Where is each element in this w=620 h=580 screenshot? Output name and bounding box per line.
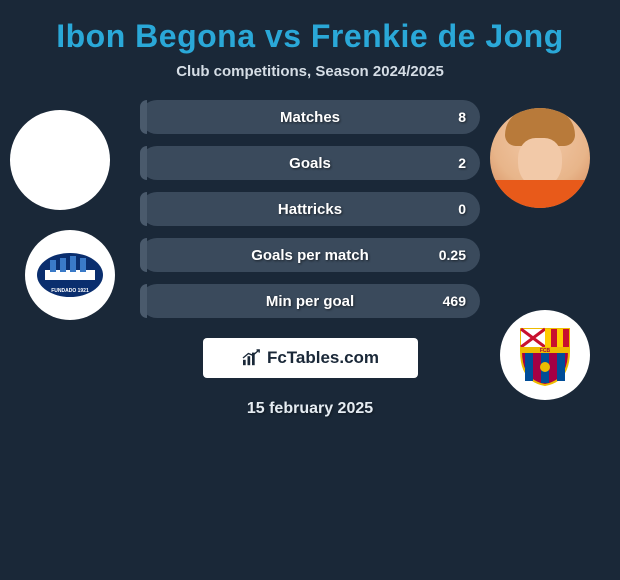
stat-label: Hattricks bbox=[140, 201, 480, 218]
stat-label: Min per goal bbox=[140, 293, 480, 310]
player-left-avatar bbox=[10, 110, 110, 210]
comparison-content: FUNDADO 1921 FCB Matches8 Goals2 Hattricks… bbox=[0, 100, 620, 418]
stat-value-right: 2 bbox=[458, 155, 466, 171]
stat-row: Goals per match0.25 bbox=[140, 238, 480, 272]
svg-text:FUNDADO 1921: FUNDADO 1921 bbox=[51, 288, 89, 294]
page-title: Ibon Begona vs Frenkie de Jong bbox=[0, 0, 620, 63]
stat-row: Goals2 bbox=[140, 146, 480, 180]
date-label: 15 february 2025 bbox=[0, 400, 620, 418]
alaves-crest-icon: FUNDADO 1921 bbox=[35, 250, 105, 300]
stat-label: Goals per match bbox=[140, 247, 480, 264]
stat-row: Min per goal469 bbox=[140, 284, 480, 318]
brand-text: FcTables.com bbox=[267, 348, 379, 368]
stat-label: Goals bbox=[140, 155, 480, 172]
stat-value-right: 0 bbox=[458, 201, 466, 217]
chart-icon bbox=[241, 349, 263, 367]
stat-value-right: 8 bbox=[458, 109, 466, 125]
club-right-badge: FCB bbox=[500, 310, 590, 400]
subtitle: Club competitions, Season 2024/2025 bbox=[0, 63, 620, 100]
stat-value-right: 469 bbox=[443, 293, 466, 309]
stat-value-right: 0.25 bbox=[439, 247, 466, 263]
brand-badge: FcTables.com bbox=[203, 338, 418, 378]
club-left-badge: FUNDADO 1921 bbox=[25, 230, 115, 320]
stat-row: Matches8 bbox=[140, 100, 480, 134]
barcelona-crest-icon: FCB bbox=[513, 323, 577, 387]
stat-row: Hattricks0 bbox=[140, 192, 480, 226]
player-right-avatar bbox=[490, 108, 590, 208]
stats-bars: Matches8Goals2Hattricks0Goals per match0… bbox=[140, 100, 480, 318]
stat-label: Matches bbox=[140, 109, 480, 126]
